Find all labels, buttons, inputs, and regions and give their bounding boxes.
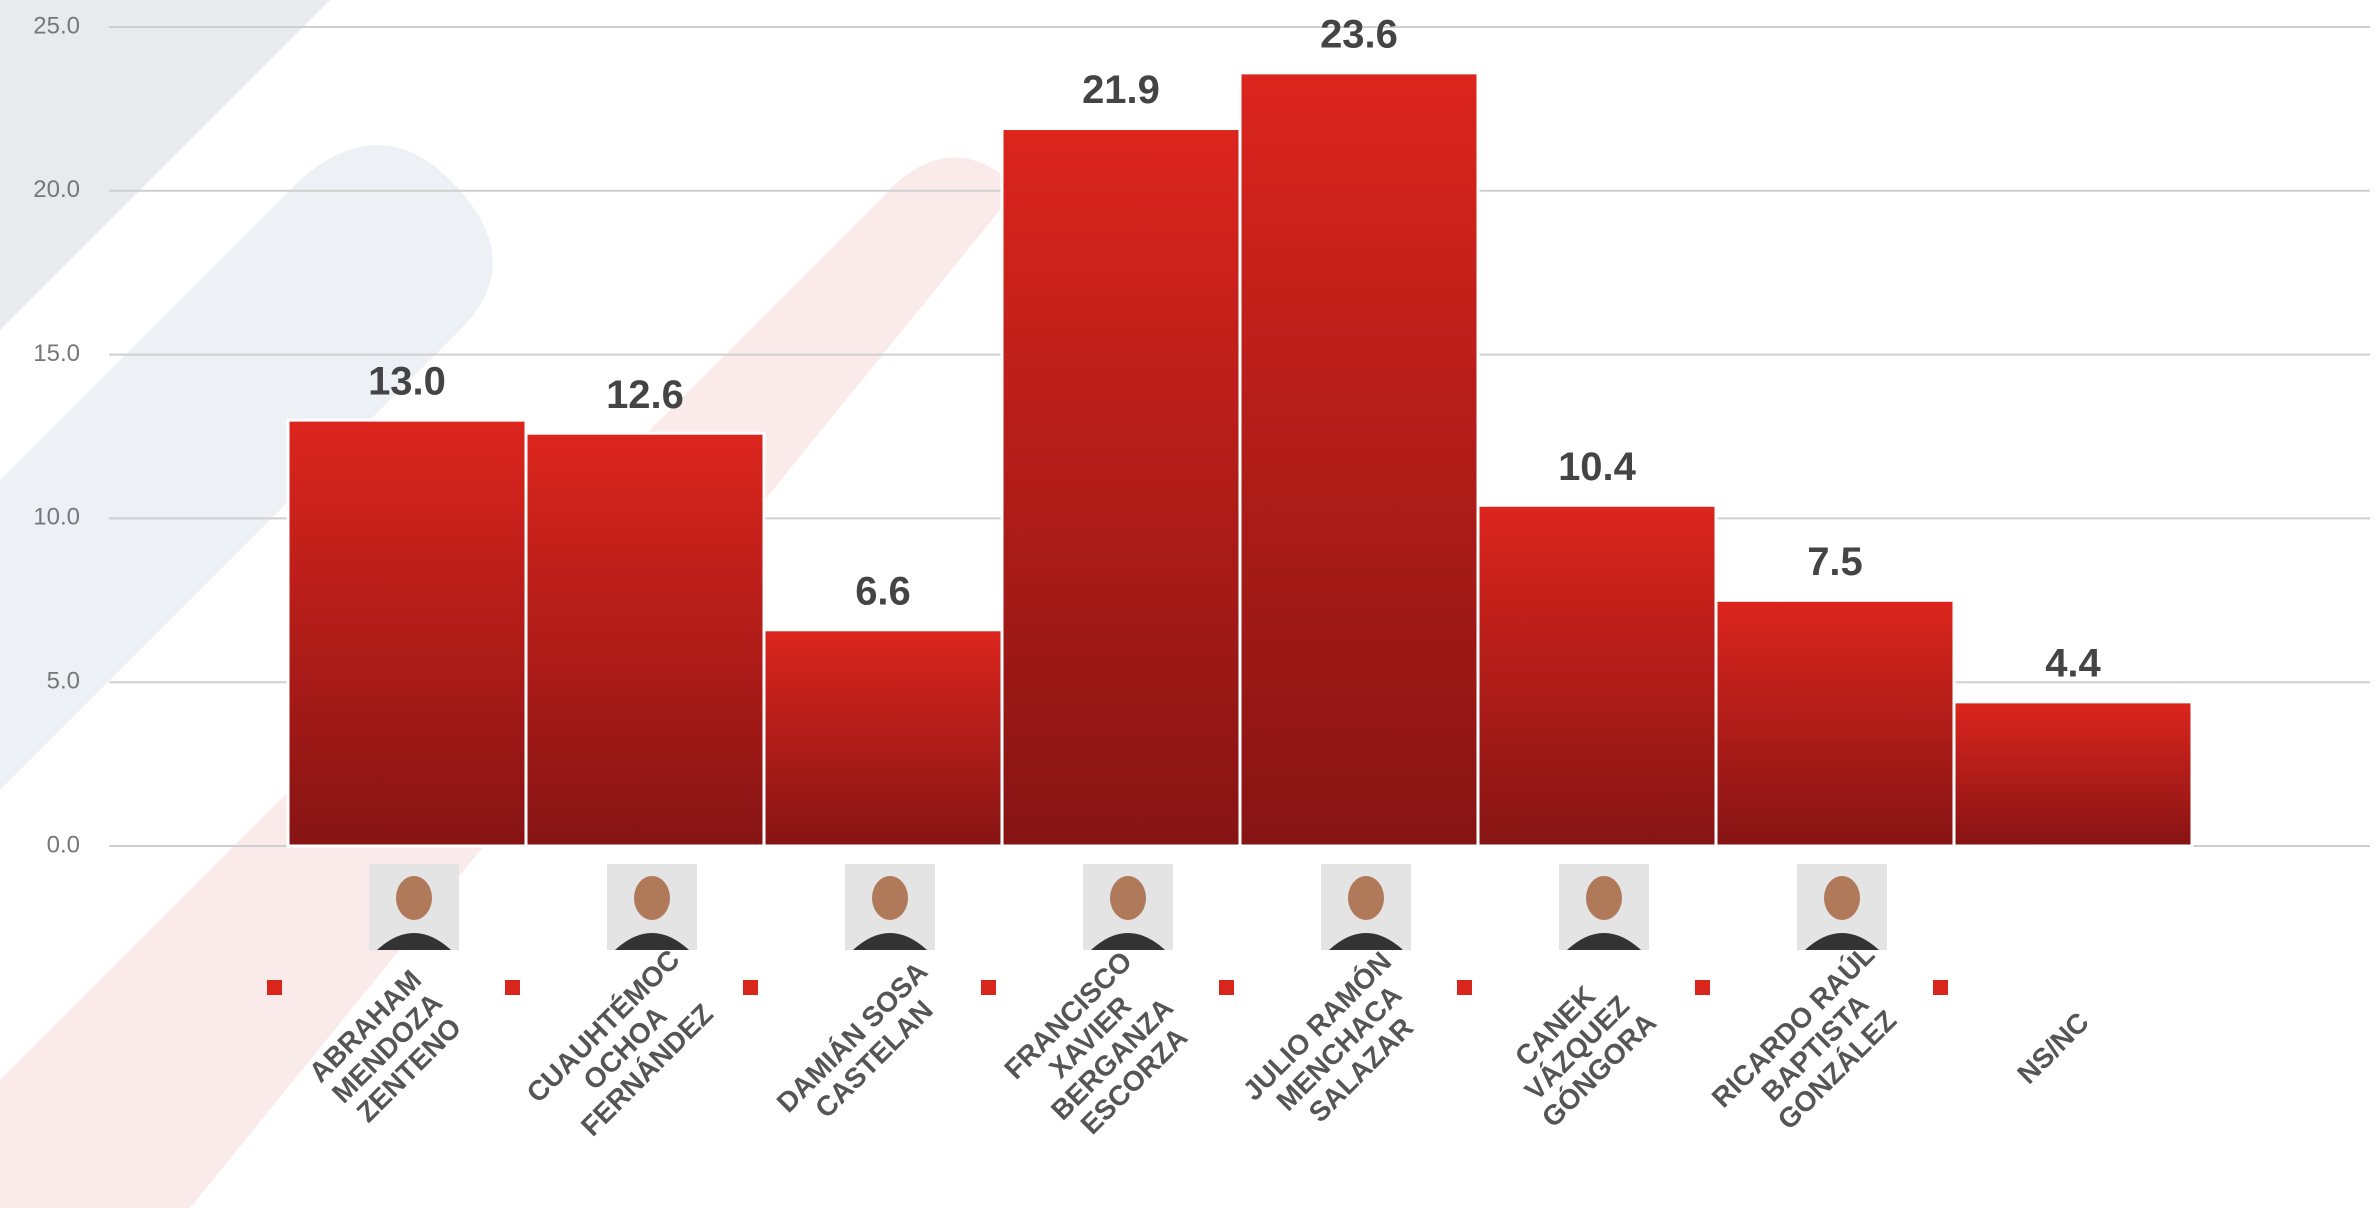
legend-swatch xyxy=(981,980,996,995)
candidate-photo xyxy=(845,864,935,950)
value-label: 12.6 xyxy=(606,373,684,417)
photo-head xyxy=(872,876,908,920)
photo-head xyxy=(396,876,432,920)
legend-swatch xyxy=(1219,980,1234,995)
bar xyxy=(288,420,526,846)
candidate-photo xyxy=(1559,864,1649,950)
bar xyxy=(1002,129,1240,846)
legend-swatch xyxy=(743,980,758,995)
y-tick-label: 5.0 xyxy=(47,668,80,695)
bar xyxy=(1478,505,1716,846)
value-label: 4.4 xyxy=(2045,641,2101,685)
value-label: 13.0 xyxy=(368,360,446,404)
legend-swatch xyxy=(267,980,282,995)
bar xyxy=(764,630,1002,846)
legend-swatch xyxy=(505,980,520,995)
legend-swatch xyxy=(1457,980,1472,995)
bar xyxy=(1716,600,1954,846)
y-tick-label: 10.0 xyxy=(33,504,80,531)
value-label: 21.9 xyxy=(1082,68,1160,112)
bar xyxy=(1954,702,2192,846)
page: 0.0 5.0 10.0 15.0 20.0 25.0 13.0 12.6 6.6 21.9 23.… xyxy=(0,0,2377,1208)
candidate-photo xyxy=(1797,864,1887,950)
value-label: 6.6 xyxy=(855,569,911,613)
value-label: 10.4 xyxy=(1558,445,1637,489)
candidate-photo xyxy=(1321,864,1411,950)
photo-head xyxy=(1348,876,1384,920)
value-label: 7.5 xyxy=(1807,540,1863,584)
y-tick-label: 0.0 xyxy=(47,831,80,858)
value-label: 23.6 xyxy=(1320,12,1398,56)
photo-head xyxy=(1824,876,1860,920)
legend-swatch xyxy=(1695,980,1710,995)
bar xyxy=(1240,73,1478,846)
y-tick-label: 25.0 xyxy=(33,12,80,39)
photo-head xyxy=(1586,876,1622,920)
y-tick-label: 20.0 xyxy=(33,176,80,203)
photo-head xyxy=(634,876,670,920)
legend-swatch xyxy=(1933,980,1948,995)
candidate-photo xyxy=(369,864,459,950)
candidate-photo xyxy=(607,864,697,950)
bar xyxy=(526,433,764,846)
photo-head xyxy=(1110,876,1146,920)
y-tick-label: 15.0 xyxy=(33,340,80,367)
